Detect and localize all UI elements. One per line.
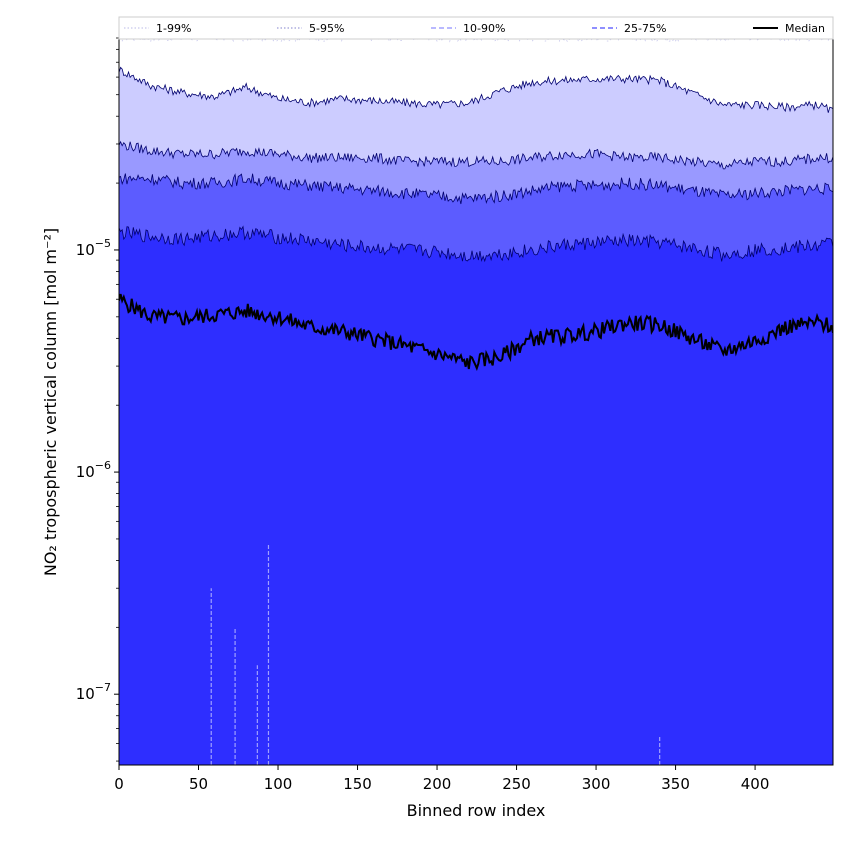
legend-label: 10-90% — [463, 22, 505, 35]
band-edge-line — [119, 140, 833, 170]
legend-label: 25-75% — [624, 22, 666, 35]
x-tick-label: 150 — [343, 775, 372, 793]
x-axis-title: Binned row index — [407, 801, 546, 820]
x-tick-label: 50 — [189, 775, 208, 793]
x-tick-label: 100 — [264, 775, 293, 793]
legend-frame — [118, 16, 834, 40]
median-line — [119, 293, 833, 371]
legend: 1-99% 5-95% 10-90% 25-75% Median — [118, 16, 834, 40]
band-layer — [119, 38, 833, 765]
y-tick-label: 10−5 — [76, 237, 111, 259]
x-tick-label: 400 — [741, 775, 770, 793]
legend-label: 1-99% — [156, 22, 191, 35]
y-tick-label: 10−7 — [76, 681, 111, 703]
x-axis: 0 50 100 150 200 250 300 350 400 — [114, 765, 769, 793]
band-edge-line — [119, 173, 833, 205]
median-layer — [119, 293, 833, 371]
band-edge-line — [119, 66, 833, 113]
x-tick-label: 350 — [661, 775, 690, 793]
band-edge-line — [119, 225, 833, 263]
x-tick-label: 300 — [582, 775, 611, 793]
x-tick-label: 250 — [502, 775, 531, 793]
legend-label: 5-95% — [309, 22, 344, 35]
x-tick-label: 0 — [114, 775, 124, 793]
band-fill — [119, 226, 833, 765]
y-tick-label: 10−6 — [76, 459, 111, 481]
x-tick-label: 200 — [423, 775, 452, 793]
spike-layer — [210, 544, 661, 765]
legend-label: Median — [785, 22, 825, 35]
y-axis: 10−7 10−6 10−5 — [76, 37, 119, 762]
y-axis-title: NO₂ tropospheric vertical column [mol m⁻… — [41, 228, 60, 576]
